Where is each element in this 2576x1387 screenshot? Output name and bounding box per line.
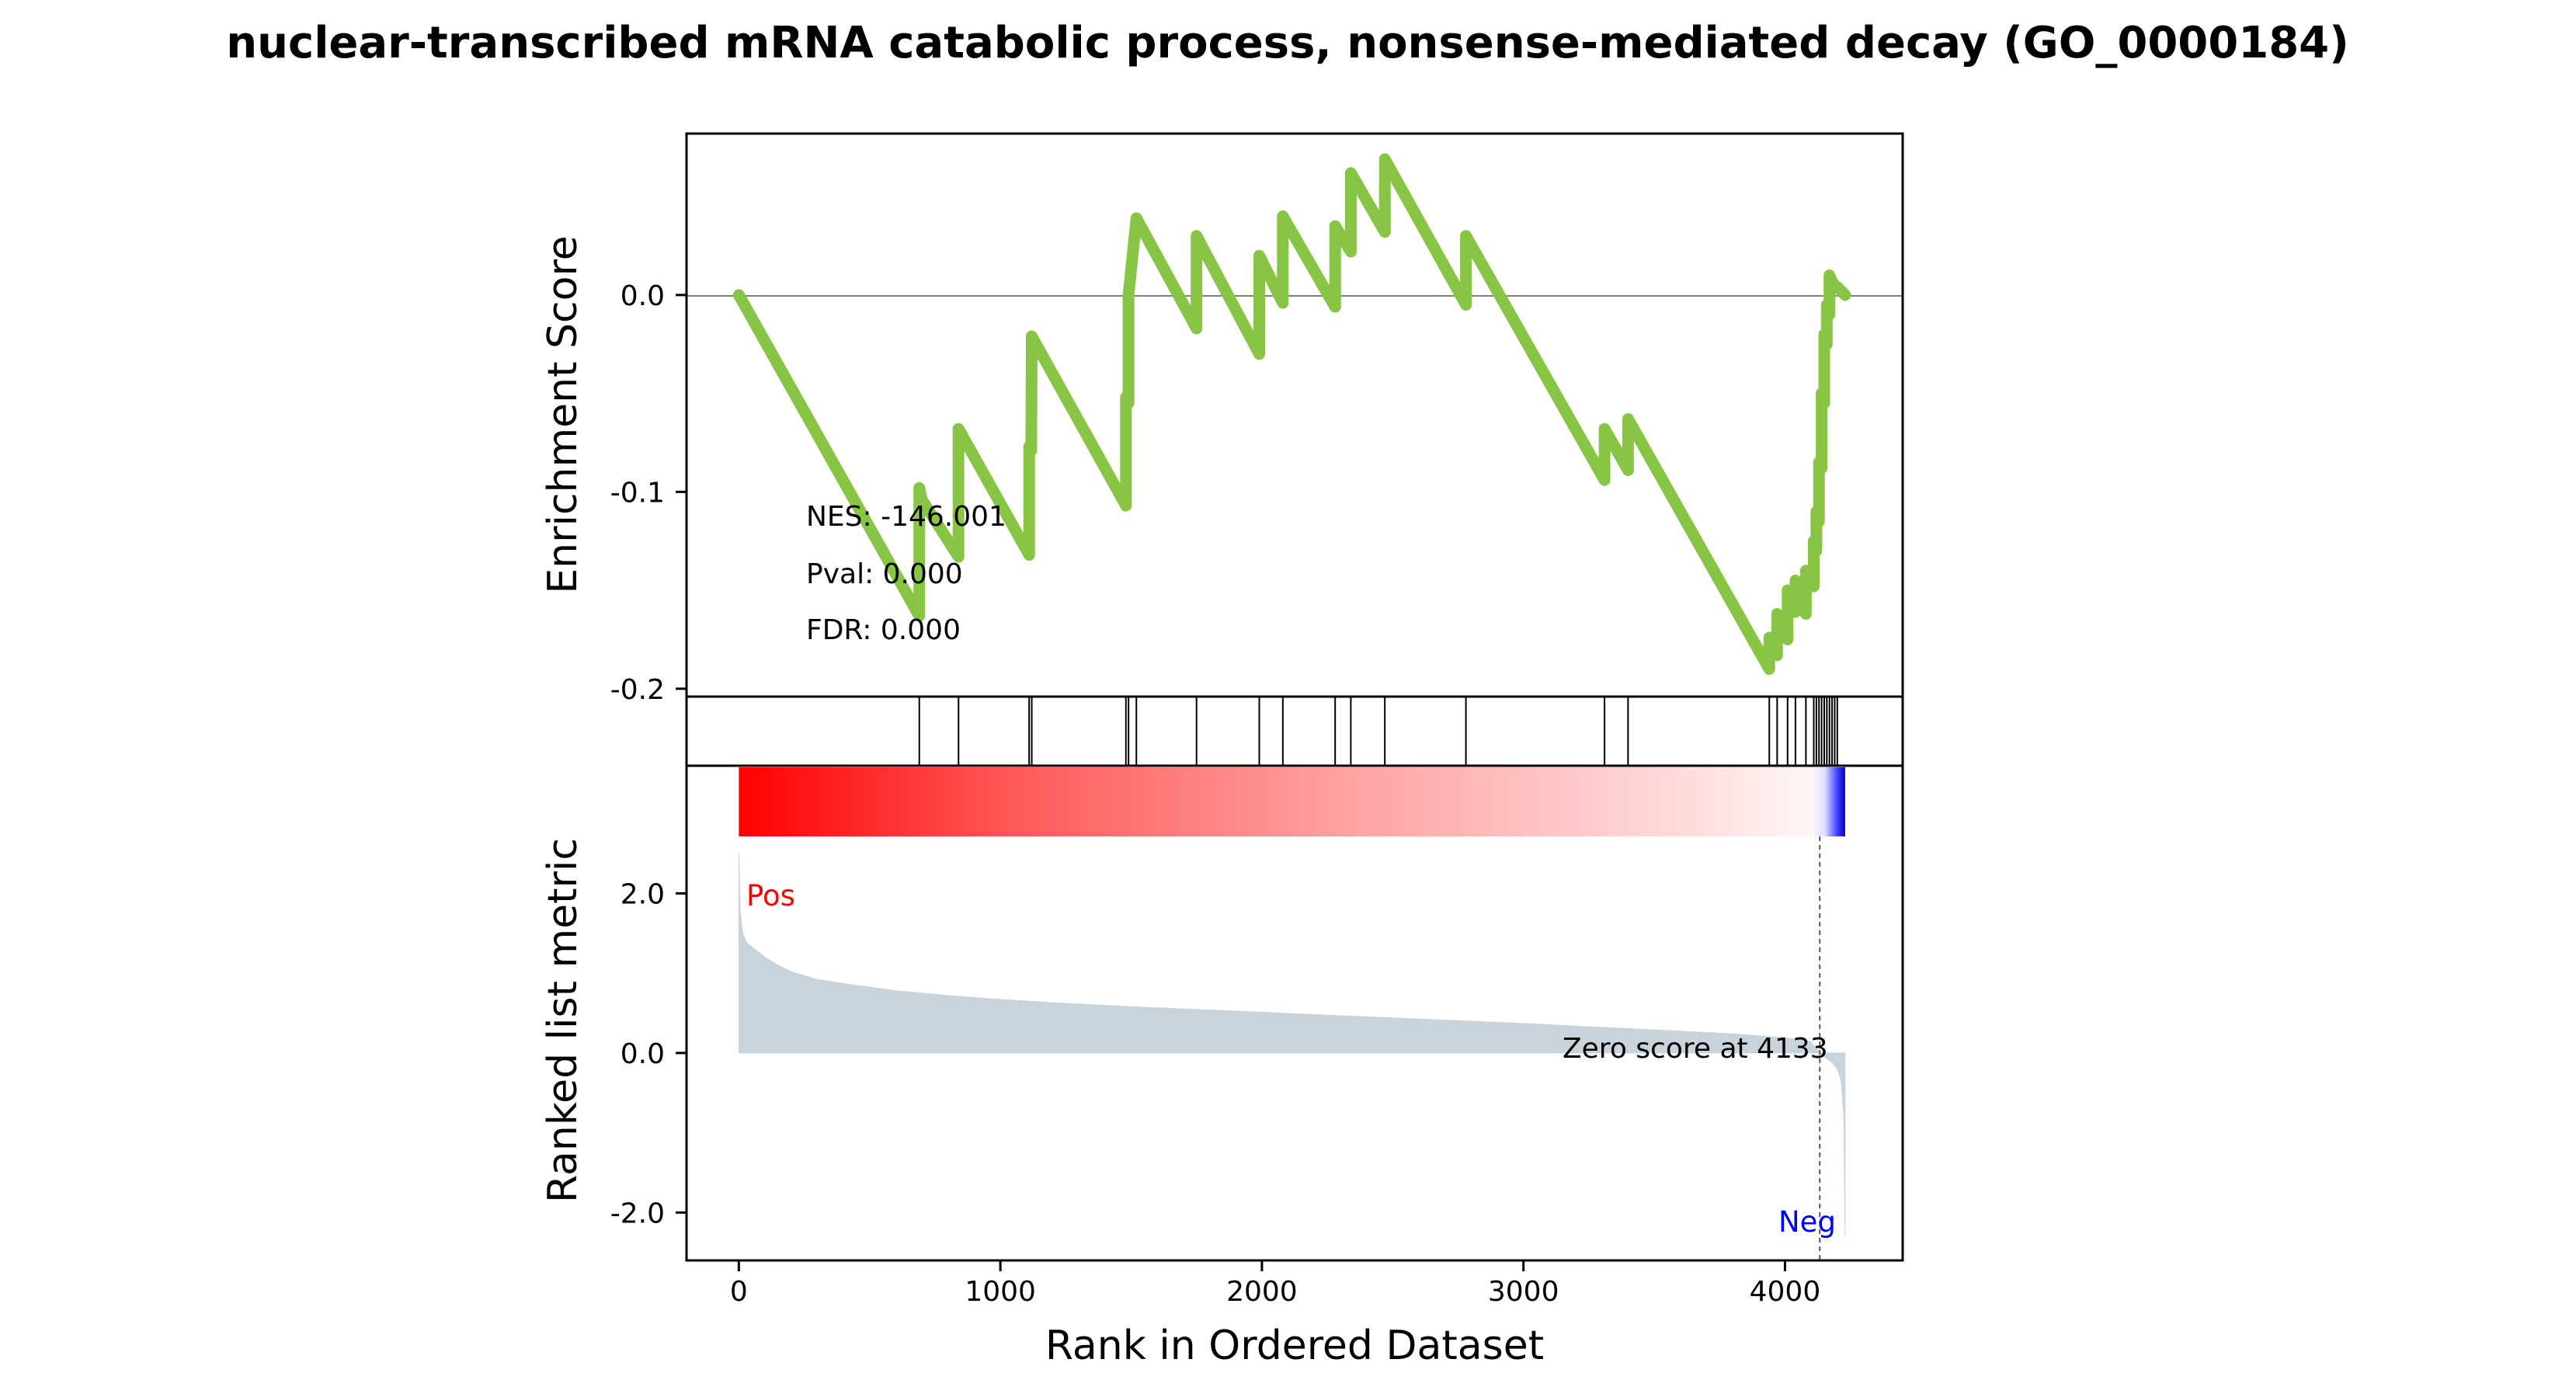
es-y-ticks: 0.0 -0.1 -0.2 [610, 280, 687, 706]
metric-y-ticks: 2.0 0.0 -2.0 [610, 878, 687, 1229]
es-line [732, 153, 1851, 675]
metric-y-axis-label: Ranked list metric [540, 838, 586, 1203]
es-panel-frame [685, 132, 1904, 698]
metric-panel: Pos Neg Zero score at 4133 2.0 0.0 -2.0 0 1… [540, 764, 1904, 1369]
es-y-tick-label: -0.2 [610, 674, 665, 706]
x-tick-label: 0 [730, 1276, 748, 1308]
x-tick-label: 1000 [965, 1276, 1036, 1308]
x-ticks: 0 1000 2000 3000 4000 [730, 1260, 1820, 1308]
x-axis-label: Rank in Ordered Dataset [1045, 1323, 1544, 1369]
x-tick-label: 2000 [1226, 1276, 1298, 1308]
pos-label: Pos [746, 879, 795, 912]
es-y-tick-label: 0.0 [621, 280, 665, 312]
hit-lines [918, 697, 1838, 766]
neg-label: Neg [1778, 1205, 1836, 1239]
es-panel: 0.0 -0.1 -0.2 Enrichment Score NES: -146.0… [540, 132, 1904, 706]
rank-color-bar [739, 767, 1845, 836]
x-tick-label: 3000 [1488, 1276, 1559, 1308]
metric-panel-frame [685, 764, 1904, 1262]
metric-area [738, 853, 1846, 1237]
hits-panel-frame [685, 695, 1904, 767]
nes-label: NES: -146.001 [806, 501, 1006, 533]
x-tick-label: 4000 [1750, 1276, 1821, 1308]
metric-y-tick-label: -2.0 [610, 1198, 665, 1229]
fdr-label: FDR: 0.000 [806, 614, 961, 646]
metric-y-tick-label: 2.0 [621, 878, 665, 910]
metric-y-tick-label: 0.0 [621, 1038, 665, 1070]
zero-score-label: Zero score at 4133 [1563, 1033, 1828, 1065]
chart-title: nuclear-transcribed mRNA catabolic proce… [226, 18, 2348, 68]
pval-label: Pval: 0.000 [806, 558, 963, 590]
hits-panel [685, 695, 1904, 767]
es-y-tick-label: -0.1 [610, 477, 665, 509]
es-y-axis-label: Enrichment Score [540, 235, 586, 593]
